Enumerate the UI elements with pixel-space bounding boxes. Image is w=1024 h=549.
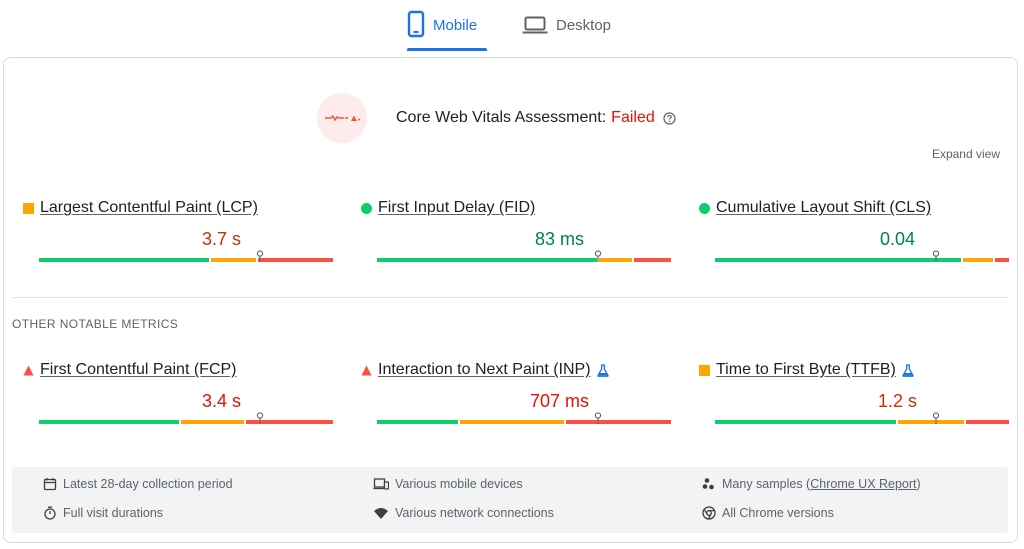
laptop-icon	[522, 16, 548, 34]
bar-segment-good-fcp	[39, 420, 180, 424]
device-tabs: Mobile Desktop	[0, 0, 1024, 52]
percentile-marker-inp	[594, 411, 602, 424]
assessment-title: Core Web Vitals Assessment:	[396, 109, 607, 126]
distribution-bar-cls	[715, 250, 1009, 262]
metric-name-lcp[interactable]: Largest Contentful Paint (LCP)	[40, 199, 258, 216]
bar-segment-good-inp	[377, 420, 459, 424]
assessment-status: Failed	[611, 109, 655, 126]
bar-segment-poor-fcp	[245, 420, 333, 424]
bar-segment-poor-ttfb	[965, 420, 1009, 424]
metric-name-inp[interactable]: Interaction to Next Paint (INP)	[378, 361, 591, 378]
calendar-icon	[43, 477, 57, 491]
bar-segment-good-cls	[715, 258, 961, 262]
percentile-marker-cls	[932, 249, 940, 262]
metric-value-ttfb: 1.2 s	[877, 391, 918, 411]
percentile-marker-ttfb	[932, 411, 940, 424]
percentile-marker-fid	[594, 249, 602, 262]
red-triangle-icon	[361, 362, 377, 378]
green-circle-icon	[361, 200, 377, 216]
tab-mobile-label: Mobile	[433, 17, 478, 34]
bar-segment-ni-fcp	[181, 420, 244, 424]
metric-value-fcp: 3.4 s	[201, 391, 242, 411]
tab-desktop-label: Desktop	[556, 17, 612, 34]
help-icon[interactable]	[663, 111, 676, 125]
bar-segment-good-ttfb	[715, 420, 897, 424]
failed-pulse-icon	[317, 93, 367, 143]
bar-segment-ni-ttfb	[898, 420, 964, 424]
metric-value-inp: 707 ms	[529, 391, 590, 411]
samples-icon	[702, 477, 716, 491]
footer-item-collection-period: Latest 28-day collection period	[43, 477, 233, 491]
green-circle-icon	[699, 200, 715, 216]
metric-name-fcp[interactable]: First Contentful Paint (FCP)	[40, 361, 237, 378]
percentile-marker-lcp	[256, 249, 264, 262]
metric-name-cls[interactable]: Cumulative Layout Shift (CLS)	[716, 199, 932, 216]
metric-name-ttfb[interactable]: Time to First Byte (TTFB)	[716, 361, 896, 378]
tab-desktop[interactable]: Desktop	[522, 10, 611, 50]
bar-segment-ni-lcp	[210, 258, 256, 262]
bar-segment-good-lcp	[39, 258, 209, 262]
expand-view-button[interactable]: Expand view	[931, 147, 1000, 161]
tab-mobile[interactable]: Mobile	[407, 10, 487, 51]
bar-segment-ni-inp	[460, 420, 565, 424]
orange-square-icon	[23, 200, 39, 216]
metric-value-lcp: 3.7 s	[201, 229, 242, 249]
bar-segment-poor-inp	[566, 420, 671, 424]
bar-segment-poor-fid	[633, 258, 671, 262]
chrome-icon	[702, 506, 716, 520]
cwv-assessment: Core Web Vitals Assessment: Failed	[317, 93, 676, 143]
distribution-bar-fcp	[39, 412, 333, 424]
experimental-flask-icon	[596, 363, 609, 377]
footer-item-samples: Many samples (Chrome UX Report)	[702, 477, 921, 491]
metric-name-fid[interactable]: First Input Delay (FID)	[378, 199, 536, 216]
distribution-bar-lcp	[39, 250, 333, 262]
stopwatch-icon	[43, 506, 57, 520]
distribution-bar-fid	[377, 250, 671, 262]
red-triangle-icon	[23, 362, 39, 378]
bar-segment-ni-cls	[962, 258, 994, 262]
footer-item-visit-durations: Full visit durations	[43, 506, 163, 520]
distribution-bar-inp	[377, 412, 671, 424]
bar-segment-poor-cls	[995, 258, 1009, 262]
footer-item-network: Various network connections	[373, 506, 554, 520]
other-metrics-heading: OTHER NOTABLE METRICS	[12, 317, 179, 331]
field-data-info: Latest 28-day collection period Various …	[12, 467, 1008, 533]
bar-segment-poor-lcp	[257, 258, 333, 262]
metric-value-cls: 0.04	[879, 229, 916, 249]
percentile-marker-fcp	[256, 411, 264, 424]
field-data-card: Core Web Vitals Assessment: Failed Expan…	[3, 57, 1018, 543]
footer-item-chrome-versions: All Chrome versions	[702, 506, 834, 520]
experimental-flask-icon	[902, 363, 914, 377]
metric-value-fid: 83 ms	[534, 229, 585, 249]
distribution-bar-ttfb	[715, 412, 1009, 424]
bar-segment-good-fid	[377, 258, 597, 262]
smartphone-icon	[407, 10, 425, 38]
bar-segment-ni-fid	[598, 258, 632, 262]
section-divider	[12, 297, 1008, 298]
active-tab-indicator	[407, 48, 487, 51]
devices-icon	[373, 477, 389, 491]
orange-square-icon	[699, 362, 715, 378]
wifi-icon	[373, 506, 389, 520]
footer-item-devices: Various mobile devices	[373, 477, 523, 491]
chrome-ux-report-link[interactable]: Chrome UX Report	[810, 477, 917, 491]
